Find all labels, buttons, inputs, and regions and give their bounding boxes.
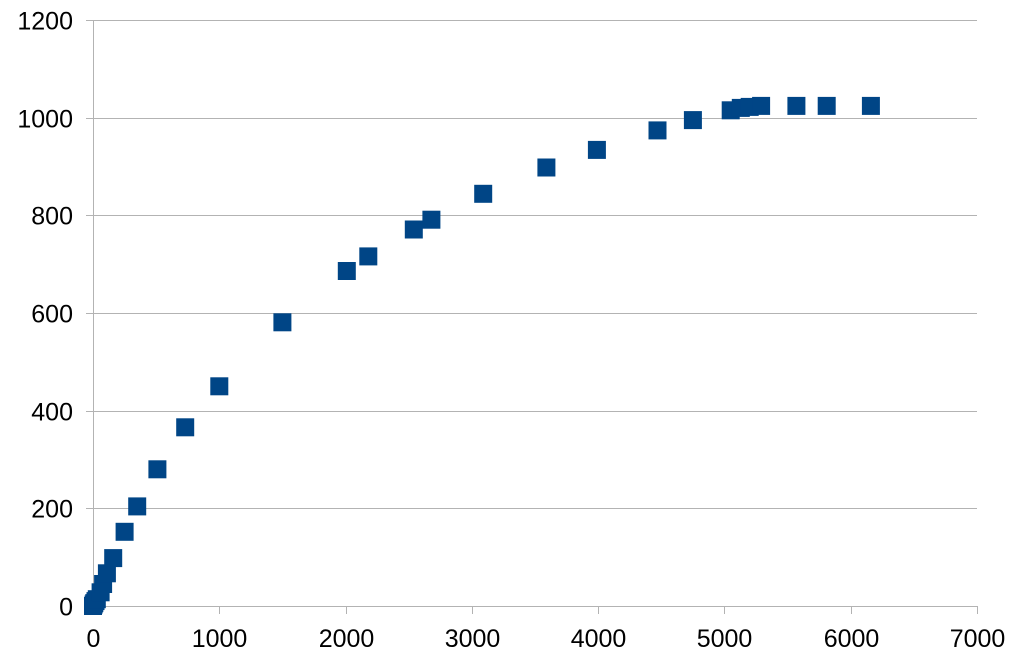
y-tick-label: 800 (31, 203, 73, 231)
x-tick-label: 5000 (697, 625, 753, 653)
y-tick-label: 1200 (17, 8, 73, 36)
data-point (210, 377, 229, 396)
y-tick-label: 400 (31, 399, 73, 427)
y-tick-label: 200 (31, 496, 73, 524)
data-point (787, 96, 806, 115)
data-point (752, 96, 771, 115)
data-points (84, 96, 880, 615)
x-tick-label: 7000 (950, 625, 1006, 653)
y-tick-label: 1000 (17, 106, 73, 134)
data-point (587, 140, 606, 159)
data-point (648, 121, 667, 140)
data-point (176, 418, 195, 437)
data-point (148, 460, 167, 479)
axes (93, 20, 977, 607)
gridlines (93, 20, 977, 509)
data-point (404, 220, 423, 239)
x-tick-label: 1000 (192, 625, 248, 653)
data-point (273, 313, 292, 332)
x-tick-label: 2000 (319, 625, 375, 653)
x-tick-label: 4000 (571, 625, 627, 653)
data-point (337, 262, 356, 280)
data-point (817, 96, 836, 115)
y-tick-label: 600 (31, 301, 73, 329)
data-point (104, 549, 123, 568)
x-axis-ticks: 0 1000 2000 3000 4000 5000 6000 7000 (87, 606, 1006, 653)
y-tick-label: 0 (59, 594, 73, 622)
data-point (422, 210, 441, 229)
data-point (359, 247, 378, 266)
data-point (128, 497, 147, 516)
y-axis-ticks: 0 200 400 600 800 1000 1200 (17, 8, 93, 622)
data-point (115, 522, 134, 541)
x-tick-label: 3000 (445, 625, 501, 653)
x-tick-label: 6000 (824, 625, 880, 653)
data-point (474, 184, 493, 203)
data-point (97, 564, 116, 583)
x-tick-label: 0 (87, 625, 101, 653)
data-point (861, 96, 880, 115)
data-point (683, 111, 702, 130)
data-point (537, 158, 556, 177)
